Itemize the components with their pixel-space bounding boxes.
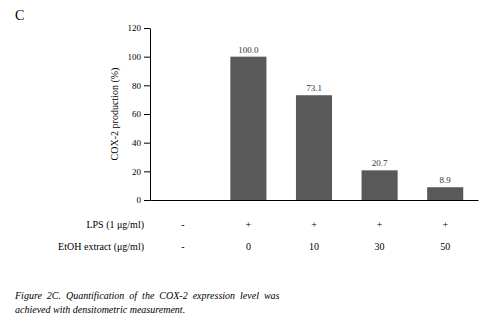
row-value: 0 xyxy=(246,241,251,252)
x-axis-line xyxy=(151,200,479,201)
y-tick-mark xyxy=(144,57,150,58)
data-label: 73.1 xyxy=(306,83,322,93)
bar xyxy=(165,200,201,201)
row-value: 50 xyxy=(440,241,450,252)
row-value: + xyxy=(311,219,317,230)
y-tick-mark xyxy=(144,114,150,115)
y-axis-title: COX-2 production (%) xyxy=(109,68,121,161)
y-tick: 100 xyxy=(128,52,151,62)
row-value: + xyxy=(377,219,383,230)
y-tick: 0 xyxy=(137,195,151,205)
plot: 020406080100120COX-2 production (%)100.0… xyxy=(58,23,478,253)
row-value: + xyxy=(442,219,448,230)
y-tick: 60 xyxy=(132,109,150,119)
y-tick-mark xyxy=(144,143,150,144)
y-tick-mark xyxy=(144,28,150,29)
y-tick-label: 100 xyxy=(128,52,142,62)
bars xyxy=(230,57,463,200)
y-tick: 20 xyxy=(132,167,150,177)
y-tick-label: 0 xyxy=(137,195,142,205)
y-tick-label: 80 xyxy=(132,81,142,91)
row-value: - xyxy=(181,219,184,230)
bar xyxy=(362,170,398,200)
y-tick-label: 60 xyxy=(132,109,142,119)
row-value: + xyxy=(246,219,252,230)
bar xyxy=(427,187,463,200)
caption: achieved with densitometric measurement. xyxy=(15,304,185,315)
y-tick-label: 40 xyxy=(132,138,142,148)
y-tick: 80 xyxy=(132,81,150,91)
data-label: 20.7 xyxy=(372,158,388,168)
panel-label: C xyxy=(15,8,24,23)
row-value: - xyxy=(181,241,184,252)
row-label: LPS (1 μg/ml) xyxy=(86,219,144,231)
y-tick: 120 xyxy=(128,23,151,33)
data-label: 100.0 xyxy=(238,45,259,55)
y-tick-mark xyxy=(144,171,150,172)
row-label: EtOH extract (μg/ml) xyxy=(58,241,144,253)
data-label: 8.9 xyxy=(440,175,452,185)
caption: Figure 2C. Quantification of the COX-2 e… xyxy=(14,290,280,301)
y-tick-mark xyxy=(144,85,150,86)
y-tick-mark xyxy=(144,200,150,201)
x-axis xyxy=(151,200,479,201)
chart: 020406080100120COX-2 production (%)100.0… xyxy=(0,0,496,327)
row-value: 30 xyxy=(375,241,385,252)
y-axis: 0 20 40 60 80 100 120 xyxy=(128,23,151,205)
row-value: 10 xyxy=(309,241,319,252)
y-axis-line xyxy=(150,29,151,201)
y-tick: 40 xyxy=(132,138,150,148)
bar xyxy=(296,95,332,200)
bar xyxy=(230,57,266,200)
y-tick-label: 20 xyxy=(132,167,142,177)
y-tick-label: 120 xyxy=(128,23,142,33)
